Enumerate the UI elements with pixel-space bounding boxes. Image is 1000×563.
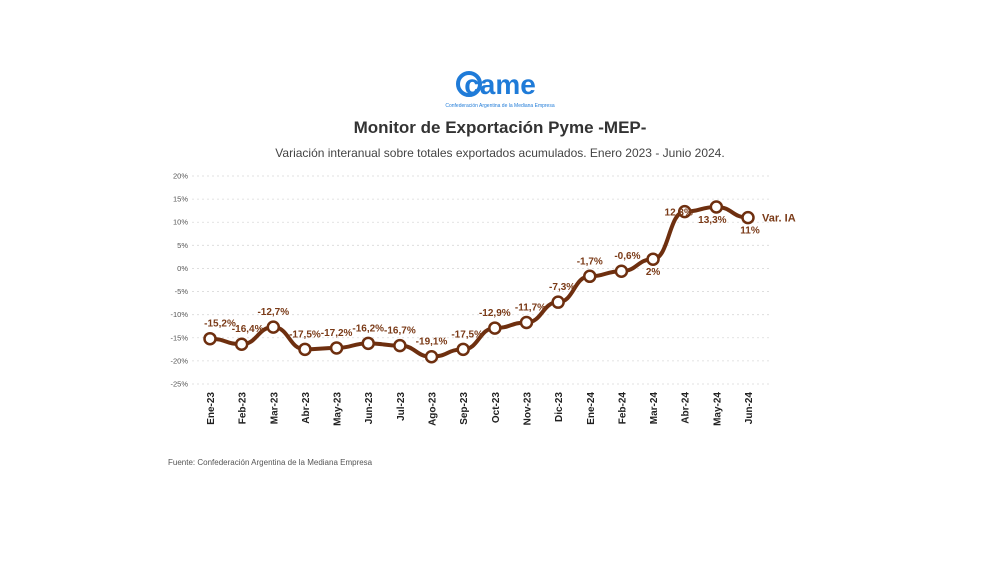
x-tick-label: Mar-23 (269, 392, 280, 425)
x-tick-label: Abr-24 (681, 392, 692, 424)
x-tick-label: Nov-23 (522, 392, 533, 426)
data-point (677, 204, 692, 219)
y-tick-label: -5% (175, 287, 189, 296)
x-tick-label: Jun-23 (364, 392, 375, 425)
data-point (488, 321, 502, 335)
data-label: -16,4% (232, 324, 264, 335)
x-tick-label: Jul-23 (396, 392, 407, 421)
data-point (456, 342, 470, 357)
y-tick-label: 0% (177, 264, 188, 273)
data-label: -12,9% (479, 308, 511, 319)
data-point (298, 342, 312, 357)
series-name-label: Var. IA (762, 213, 796, 225)
x-tick-label: Ene-23 (206, 392, 217, 425)
y-tick-label: 20% (173, 172, 188, 181)
data-point (709, 200, 724, 214)
data-label: 12,3% (665, 208, 693, 219)
data-label: -7,3% (549, 282, 575, 293)
x-tick-label: Feb-24 (617, 392, 628, 425)
data-label: -16,7% (384, 326, 416, 337)
svg-text:came: came (464, 69, 536, 100)
x-tick-label: Ene-24 (586, 392, 597, 425)
logo-wordmark-icon: came (464, 69, 536, 100)
data-point (583, 269, 597, 284)
data-label: -17,5% (451, 329, 483, 340)
data-label: 2% (646, 267, 661, 278)
x-tick-label: Ago-23 (428, 392, 439, 426)
data-point (329, 341, 344, 355)
data-point (614, 264, 629, 278)
data-label: -12,7% (257, 307, 289, 318)
data-point (393, 338, 407, 353)
x-tick-label: Sep-23 (459, 392, 470, 425)
data-label: -19,1% (416, 337, 448, 348)
x-tick-label: May-23 (333, 392, 344, 426)
y-tick-label: 5% (177, 241, 188, 250)
y-tick-label: 10% (173, 218, 188, 227)
y-tick-label: 15% (173, 195, 188, 204)
data-point (266, 320, 281, 334)
data-point (519, 315, 534, 330)
data-point (551, 295, 565, 309)
data-point (234, 337, 249, 351)
y-tick-label: -15% (170, 333, 188, 342)
source-note: Fuente: Confederación Argentina de la Me… (168, 458, 373, 467)
logo-caption: Confederación Argentina de la Mediana Em… (445, 103, 555, 109)
data-label: 11% (740, 226, 760, 237)
data-label: -16,2% (352, 323, 384, 334)
y-tick-label: -20% (170, 356, 188, 365)
x-tick-label: Mar-24 (649, 392, 660, 425)
data-label: -0,6% (614, 251, 640, 262)
logo-ring-icon (456, 71, 482, 97)
data-label: -11,7% (515, 303, 546, 314)
data-point (741, 210, 755, 225)
data-label: -1,7% (577, 256, 603, 267)
x-tick-label: Jun-24 (744, 392, 755, 425)
y-tick-label: -10% (170, 310, 188, 319)
data-point (361, 336, 375, 351)
chart-subtitle: Variación interanual sobre totales expor… (275, 146, 725, 160)
y-tick-label: -25% (170, 380, 188, 389)
data-label: 13,3% (698, 215, 726, 226)
x-tick-label: Dic-23 (554, 392, 565, 422)
data-point (203, 331, 217, 346)
data-label: -17,5% (289, 329, 321, 340)
x-tick-label: Abr-23 (301, 392, 312, 424)
data-point (646, 252, 660, 266)
data-point (424, 349, 439, 364)
came-logo: came came Confederación Argentina de la … (440, 66, 560, 114)
chart-title: Monitor de Exportación Pyme -MEP- (353, 118, 647, 137)
data-label: -15,2% (204, 319, 236, 330)
x-tick-label: May-24 (712, 392, 723, 426)
x-tick-label: Feb-23 (238, 392, 249, 425)
x-tick-label: Oct-23 (491, 392, 502, 424)
data-label: -17,2% (321, 328, 353, 339)
